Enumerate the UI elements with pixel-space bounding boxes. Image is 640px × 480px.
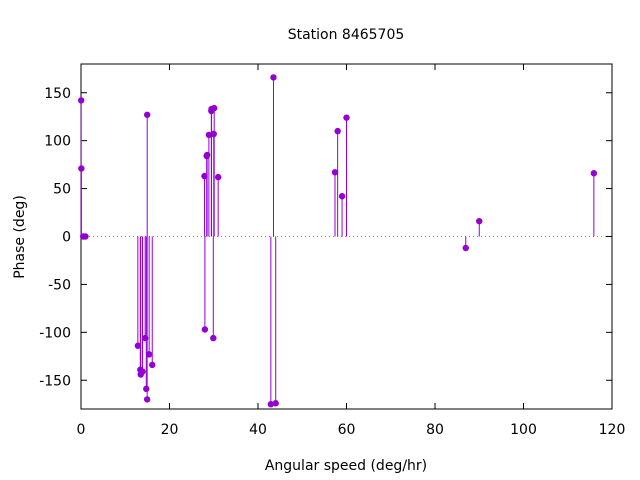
data-point [462,244,469,252]
x-tick-label: 20 [161,422,179,438]
x-tick-label: 40 [249,422,267,438]
data-point [331,169,339,176]
data-point [145,351,153,358]
data-point [343,114,350,121]
data-point [267,401,275,408]
x-axis-label: Angular speed (deg/hr) [265,458,427,474]
data-point [143,396,151,403]
data-point [143,111,151,118]
data-point [334,127,341,135]
data-point [205,131,213,139]
y-tick-label: 100 [44,134,71,150]
x-tick-label: 60 [338,422,356,438]
data-point [201,172,208,180]
x-tick-label: 0 [77,422,86,438]
x-tick-label: 100 [510,422,537,438]
y-tick-label: -150 [39,373,71,389]
data-point [77,97,85,104]
x-tick-label: 120 [599,422,626,438]
data-point [134,342,142,349]
y-tick-label: 150 [44,86,71,102]
chart-title: Station 8465705 [288,27,405,43]
data-point [210,104,218,112]
data-point [139,368,146,375]
data-point [210,334,217,342]
y-tick-label: -50 [48,277,71,293]
data-point [476,217,483,225]
data-point [149,361,156,369]
y-tick-label: 50 [53,182,71,198]
y-tick-label: -100 [39,325,71,341]
data-point [590,170,598,177]
data-point [270,74,277,81]
data-point [82,233,89,240]
y-axis-label: Phase (deg) [12,195,28,279]
x-tick-label: 80 [426,422,444,438]
y-tick-label: 0 [62,230,71,246]
plot-area: 0 20 40 60 80 100 120 -150 -100 -50 0 50 100 150 [39,63,626,438]
data-point [272,400,279,407]
data-point [143,385,150,393]
data-point [338,193,346,200]
data-point [201,326,209,333]
data-point [78,165,85,172]
data-point [214,173,222,181]
